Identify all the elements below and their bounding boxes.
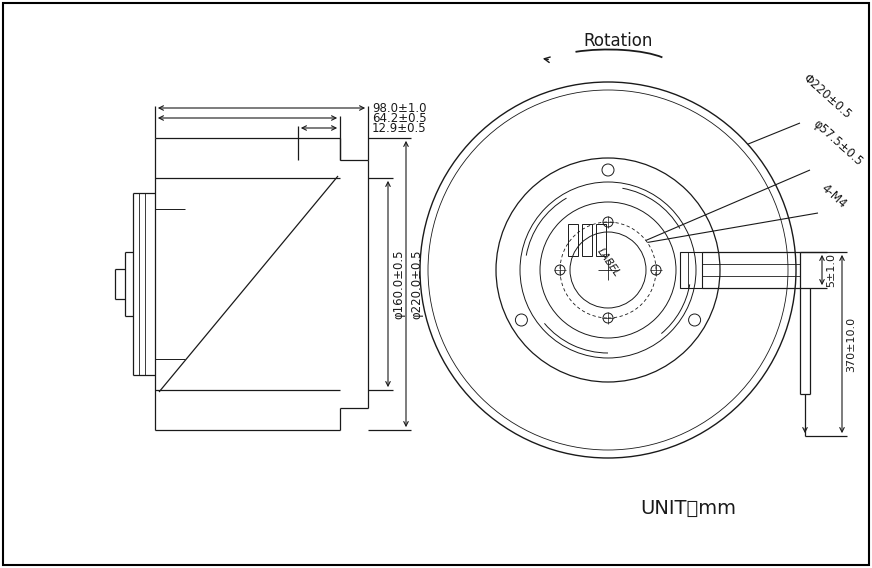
- Text: Φ220±0.5: Φ220±0.5: [800, 71, 854, 121]
- Text: 64.2±0.5: 64.2±0.5: [372, 111, 426, 124]
- Text: φ160.0±0.5: φ160.0±0.5: [392, 249, 405, 319]
- Bar: [582, 224, 592, 256]
- Bar: [596, 224, 606, 256]
- Text: 12.9±0.5: 12.9±0.5: [372, 122, 426, 135]
- Text: Rotation: Rotation: [583, 32, 652, 50]
- Bar: [568, 224, 578, 256]
- Text: φ220.0±0.5: φ220.0±0.5: [410, 249, 423, 319]
- Text: 98.0±1.0: 98.0±1.0: [372, 102, 426, 115]
- Text: 370±10.0: 370±10.0: [846, 316, 856, 371]
- Text: 5±1.0: 5±1.0: [826, 253, 836, 287]
- Text: φ57.5±0.5: φ57.5±0.5: [810, 117, 865, 168]
- Text: 4-M4: 4-M4: [818, 182, 848, 211]
- Bar: [680, 252, 702, 288]
- Text: UNIT：mm: UNIT：mm: [640, 499, 736, 518]
- Text: LABEL: LABEL: [595, 246, 622, 278]
